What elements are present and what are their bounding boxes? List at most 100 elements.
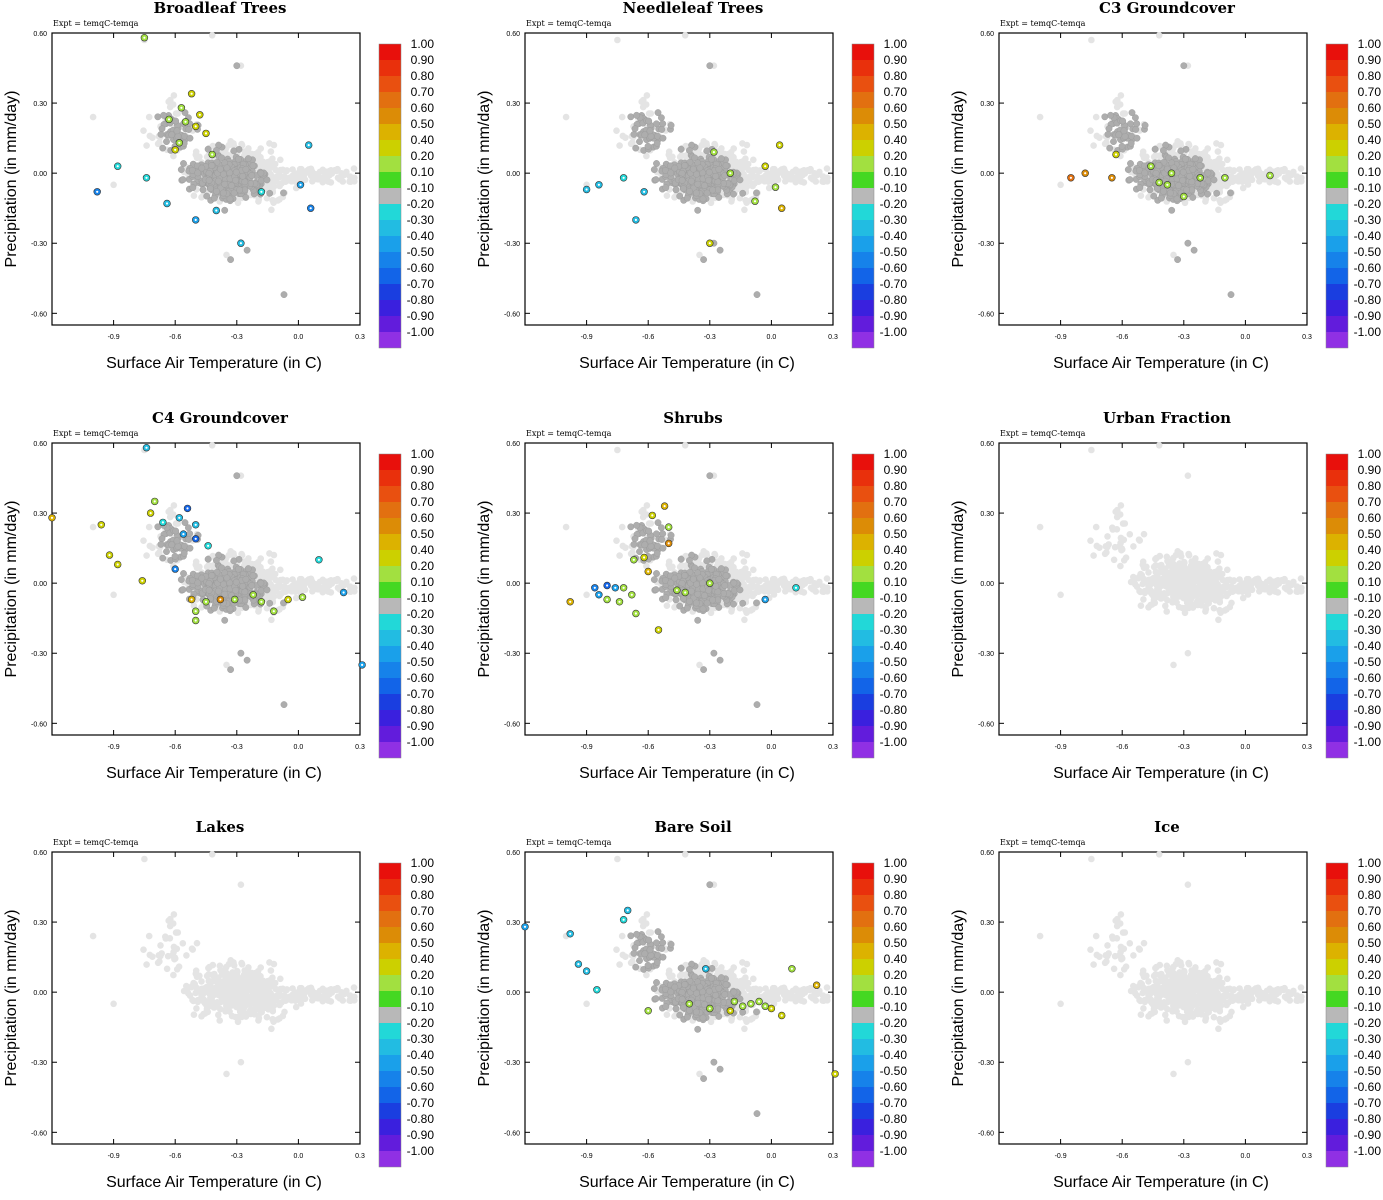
neutral-point [641,131,649,139]
neutral-point [1154,185,1161,193]
neutral-point [257,579,265,587]
neutral-point [243,656,251,664]
data-point-center [141,579,144,582]
data-point-center [1084,172,1087,175]
neutral-point [266,599,274,607]
neutral-point [214,587,222,595]
colorbar-label: 0.10 [411,575,435,589]
y-tick-label: 0.60 [33,441,47,448]
background-point [271,177,278,184]
neutral-point [181,519,189,526]
colorbar-segment [379,694,401,710]
background-point [143,142,150,149]
neutral-point [199,186,207,194]
data-point-center [780,207,783,210]
colorbar-label: -0.90 [407,719,435,733]
data-point-center [207,544,210,547]
background-point [730,145,737,152]
colorbar-segment [852,92,874,108]
neutral-point [163,138,170,146]
neutral-point [1101,113,1109,121]
neutral-point [653,160,660,167]
neutral-point [249,162,257,170]
colorbar-label: 0.60 [411,101,435,115]
background-point [750,166,757,174]
background-point [1254,172,1262,180]
colorbar-label: 0.40 [884,133,908,147]
neutral-point [1213,189,1221,197]
neutral-point [701,182,708,189]
data-point-center [143,36,146,39]
neutral-point [232,176,240,184]
neutral-point [244,565,252,572]
neutral-point [722,162,730,170]
background-point [703,550,710,557]
neutral-points [154,62,288,298]
neutral-point [163,548,170,555]
neutral-point [212,557,220,564]
neutral-point [223,164,231,172]
data-point-center [100,523,103,526]
neutral-point [627,113,635,121]
colorbar-segment [379,204,401,220]
colorbar-segment [1326,124,1348,140]
background-point [741,164,749,171]
y-tick-label: 0.00 [980,171,994,178]
data-point-center [194,523,197,526]
background-point [741,206,748,214]
neutral-point [228,182,235,189]
background-point [1155,32,1163,39]
background-point [192,558,200,565]
neutral-point [703,147,711,155]
neutral-point [263,586,271,594]
colorbar-segment [852,124,874,140]
x-tick-label: 0.3 [355,334,365,341]
neutral-point [244,155,252,163]
colorbar-segment [379,486,401,502]
neutral-point [644,142,652,150]
background-point [640,96,647,104]
x-tick-label: -0.6 [169,334,181,341]
background-point [248,150,255,158]
colorbar-label: -1.00 [407,735,435,749]
colorbar: 1.000.900.800.700.600.500.400.200.10-0.1… [378,447,435,759]
colorbar-label: -0.30 [1354,213,1382,227]
colorbar-label: -0.60 [407,261,435,275]
y-tick-label: -0.60 [978,311,994,318]
colorbar-label: 0.60 [884,101,908,115]
neutral-point [234,565,242,573]
background-point [1248,170,1255,177]
neutral-point [1124,166,1132,174]
experiment-label: Expt = temqC-temqa [526,429,612,438]
background-point [562,113,570,121]
neutral-point [173,537,181,545]
background-point [780,172,788,180]
colorbar-segment [379,470,401,486]
chart-title: Needleleaf Trees [623,0,764,17]
data-point-center [145,446,148,449]
colorbar-segment [1326,76,1348,92]
colorbar-segment [1326,220,1348,236]
background-point [149,544,156,551]
colorbar-segment [379,534,401,550]
data-point-center [145,176,148,179]
colorbar-label: 0.90 [884,53,908,67]
background-point [283,167,291,174]
background-point [823,165,831,172]
experiment-label: Expt = temqC-temqa [53,19,139,28]
x-tick-label: -0.3 [1178,334,1190,341]
data-point-center [597,183,601,186]
background-point [291,586,298,593]
data-point-center [708,242,711,245]
neutral-point [667,169,675,177]
data-point-center [186,507,189,510]
x-tick-label: 0.0 [1241,334,1251,341]
neutral-point [236,186,244,194]
neutral-point [1132,126,1140,133]
neutral-point [233,62,241,70]
data-point-center [260,190,263,193]
neutral-point [205,176,213,184]
